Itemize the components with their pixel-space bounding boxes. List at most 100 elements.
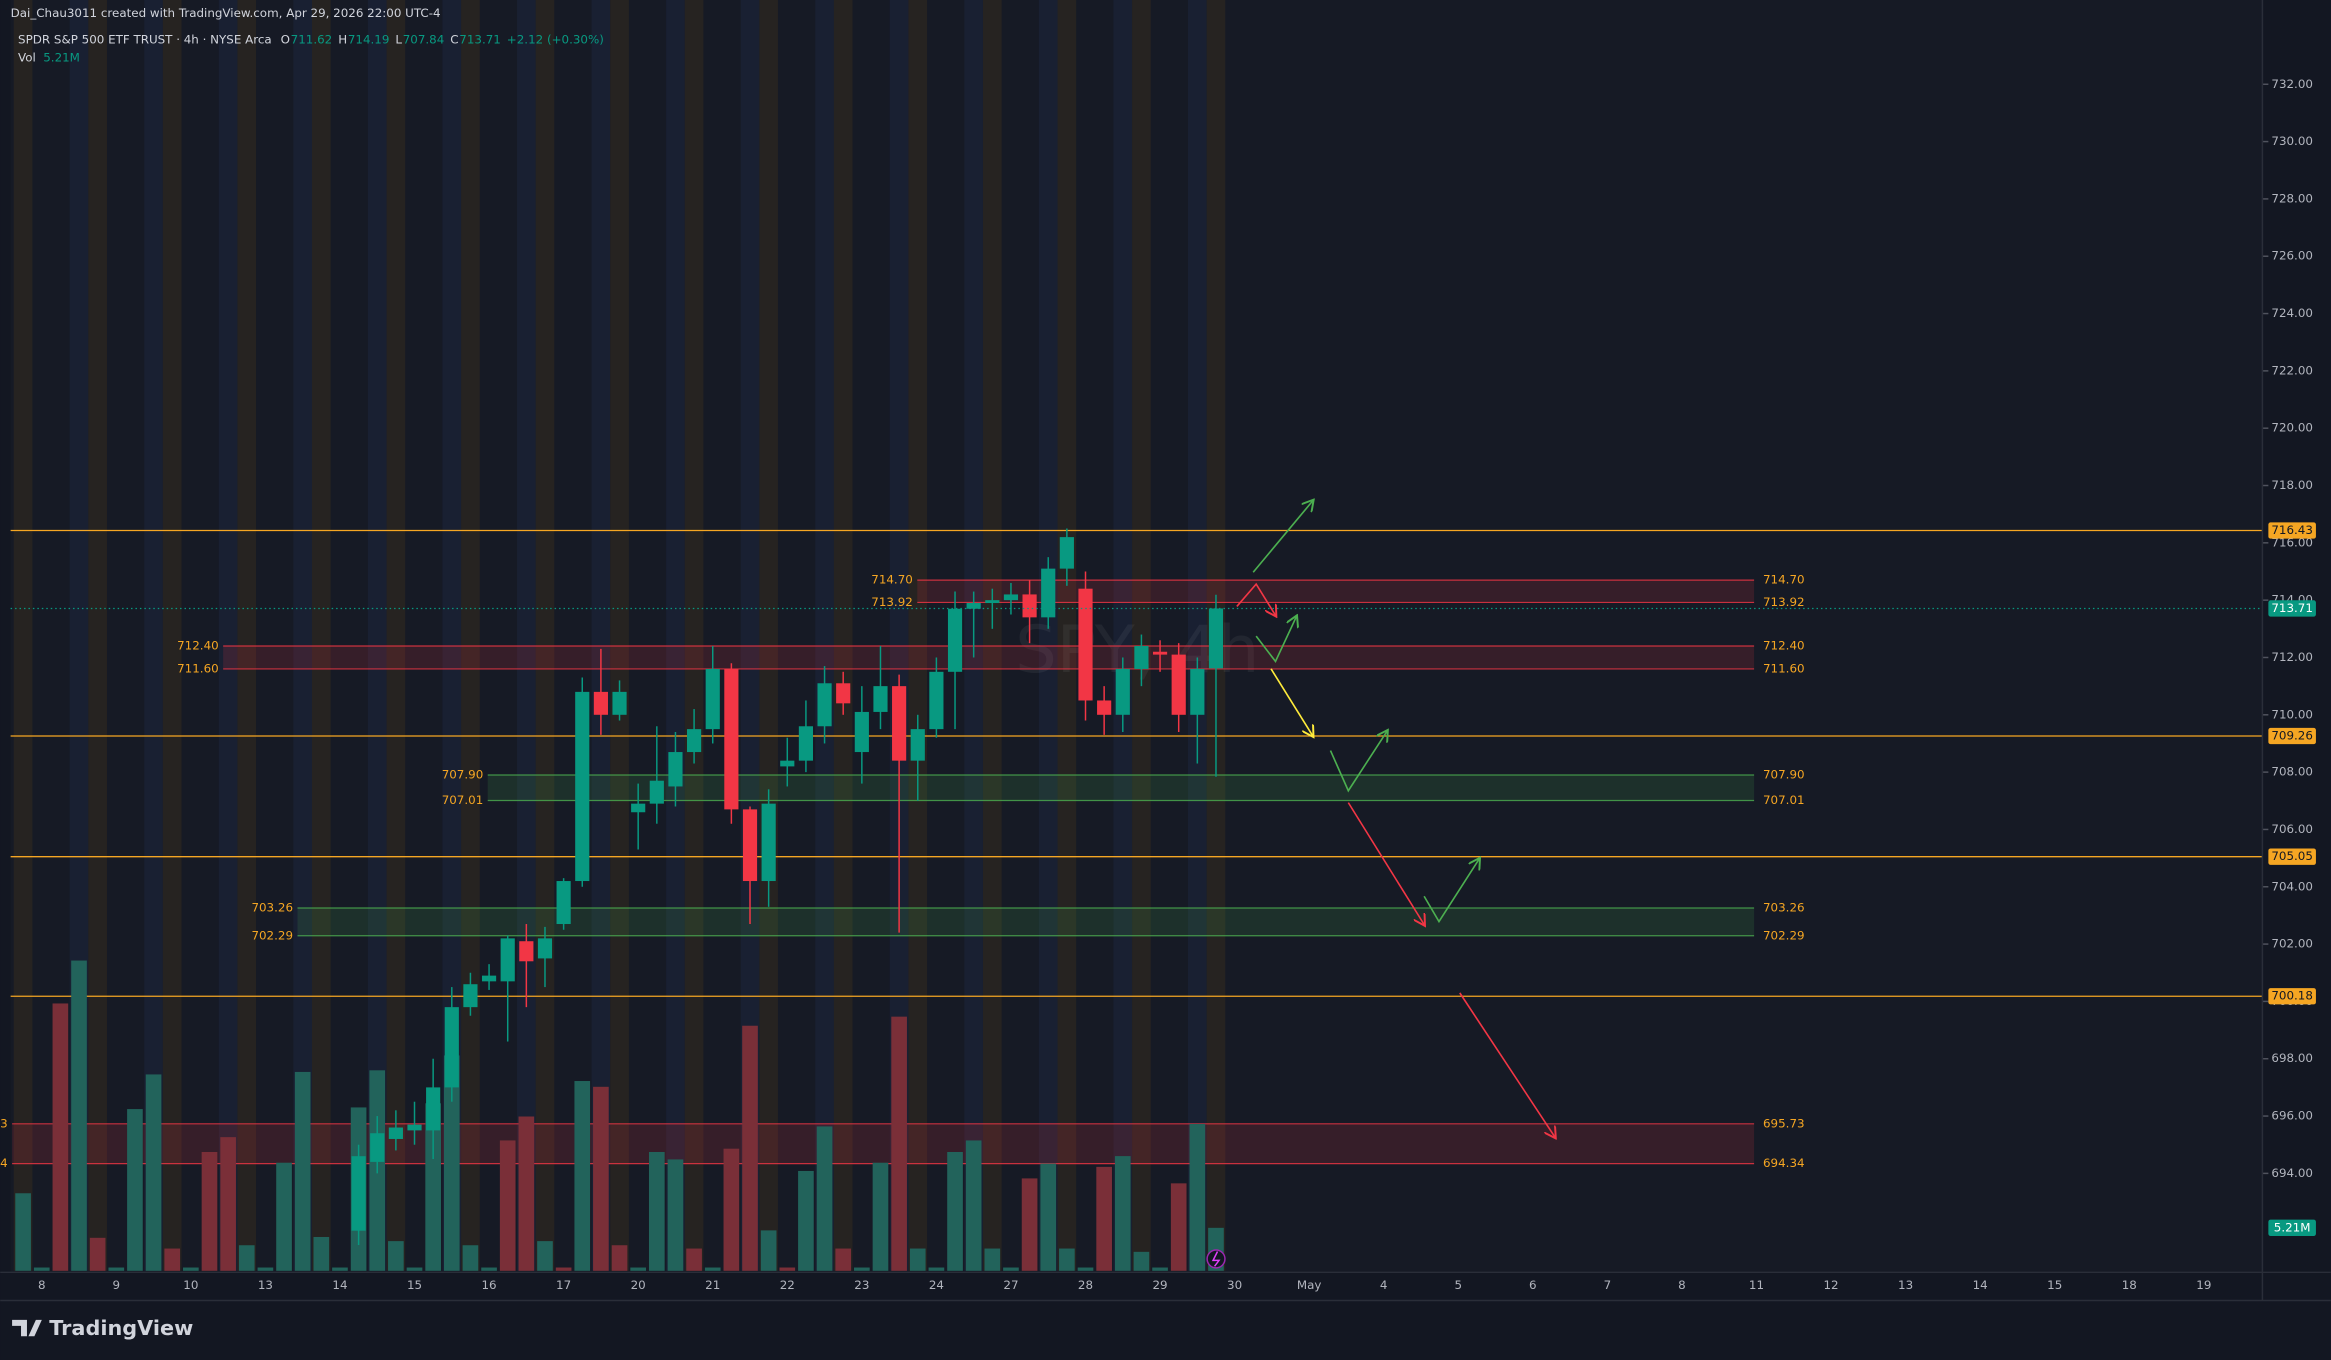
session-stripe	[833, 0, 853, 1271]
session-stripe	[218, 0, 238, 1271]
zone	[917, 580, 1755, 603]
volume-bar	[1021, 1178, 1038, 1271]
credit: Dai_Chau3011 created with TradingView.co…	[11, 6, 441, 20]
header-value: +2.12 (+0.30%)	[507, 33, 604, 47]
volume-bar	[201, 1151, 218, 1271]
header-value: L	[395, 33, 402, 47]
volume-bar	[443, 1055, 460, 1271]
candle-body	[668, 752, 683, 787]
volume-bar	[52, 1003, 69, 1271]
volume-bar	[1077, 1267, 1094, 1271]
candle-body	[892, 686, 907, 761]
x-tick-label: 29	[1152, 1278, 1167, 1292]
candle-body	[966, 603, 981, 609]
volume-bar	[630, 1267, 647, 1271]
candle-body	[593, 691, 608, 715]
candle-body	[1041, 568, 1056, 618]
volume-bar	[872, 1162, 889, 1271]
volume-bar	[947, 1151, 963, 1271]
x-tick-label: 23	[854, 1278, 869, 1292]
y-tick-label: 696.00	[2271, 1109, 2313, 1123]
candle-body	[1059, 537, 1074, 569]
candle-body	[519, 941, 534, 962]
session-stripe	[1057, 0, 1077, 1271]
candle-body	[724, 668, 739, 810]
candle-body	[873, 686, 888, 712]
x-tick-label: 19	[2196, 1278, 2211, 1292]
volume-bar	[108, 1267, 125, 1271]
candle-body	[761, 803, 776, 882]
zone-label-left: 707.01	[442, 793, 484, 807]
header-value: 711.62	[291, 33, 333, 47]
volume-bar	[388, 1241, 404, 1271]
candle-body	[1134, 646, 1149, 669]
volume-bar	[779, 1267, 796, 1271]
volume-bar	[686, 1248, 702, 1271]
volume-tag-label: 5.21M	[2274, 1220, 2311, 1234]
zone-label-left: 714.70	[871, 573, 913, 587]
candle-body	[947, 608, 963, 672]
y-tick-label: 726.00	[2271, 249, 2313, 263]
current-price-label: 713.71	[2271, 601, 2313, 615]
y-tick-label: 708.00	[2271, 765, 2313, 779]
session-stripe	[293, 0, 312, 1271]
event-icon-bolt	[1211, 1251, 1221, 1267]
y-tick-label: 710.00	[2271, 707, 2313, 721]
y-tick-label: 704.00	[2271, 879, 2313, 893]
volume-bar	[760, 1230, 777, 1271]
candle-body	[370, 1133, 385, 1162]
volume-bar	[1189, 1123, 1206, 1271]
level-tag	[2268, 727, 2316, 745]
volume-bar	[1152, 1267, 1168, 1271]
volume-bar	[835, 1248, 852, 1271]
candle-body	[687, 729, 702, 753]
volume-bar	[164, 1248, 181, 1271]
session-stripe	[88, 0, 107, 1271]
zone-label-right: 703.26	[1763, 900, 1805, 914]
volume-bar	[984, 1248, 1001, 1271]
candle-body	[388, 1127, 403, 1139]
zone-label-right: 702.29	[1763, 928, 1805, 942]
volume-bar	[1059, 1248, 1075, 1271]
arrow	[1270, 668, 1313, 736]
session-stripe	[908, 0, 928, 1271]
volume-bar	[537, 1241, 553, 1271]
logo-mark	[12, 1319, 42, 1337]
x-tick-label: 20	[631, 1278, 646, 1292]
volume-tag	[2268, 1219, 2316, 1237]
x-tick-label: 27	[1003, 1278, 1018, 1292]
candle-body	[537, 938, 553, 959]
candle-body	[1208, 608, 1224, 669]
zone	[297, 907, 1755, 936]
x-tick-label: 30	[1227, 1278, 1242, 1292]
volume-bar	[704, 1267, 721, 1271]
session-stripe	[162, 0, 182, 1271]
zone	[12, 1123, 1755, 1164]
candle-body	[985, 600, 1000, 604]
volume-bar	[518, 1116, 535, 1271]
x-tick-label: 12	[1823, 1278, 1838, 1292]
candle-body	[780, 760, 795, 767]
zone-label-right: 695.73	[1763, 1116, 1805, 1130]
y-tick-label: 716.00	[2271, 535, 2313, 549]
volume-bar	[611, 1245, 628, 1271]
arrow	[1255, 617, 1296, 663]
volume-bar	[15, 1193, 31, 1271]
x-tick-label: 13	[1898, 1278, 1913, 1292]
volume-bar	[183, 1267, 199, 1271]
candle-body	[426, 1087, 441, 1131]
candle-body	[612, 691, 627, 715]
zone-label-right: 713.92	[1763, 595, 1805, 609]
volume-bar	[965, 1140, 982, 1271]
volume-bar	[294, 1071, 311, 1271]
volume-bar	[238, 1245, 255, 1271]
arrow	[1236, 582, 1276, 615]
candle-body	[742, 809, 758, 882]
candle-body	[556, 881, 571, 925]
volume-bar	[723, 1148, 740, 1271]
zone-label-right: 707.90	[1763, 767, 1805, 781]
arrow	[1459, 992, 1555, 1137]
x-tick-label: 7	[1604, 1278, 1612, 1292]
session-stripe	[237, 0, 257, 1271]
